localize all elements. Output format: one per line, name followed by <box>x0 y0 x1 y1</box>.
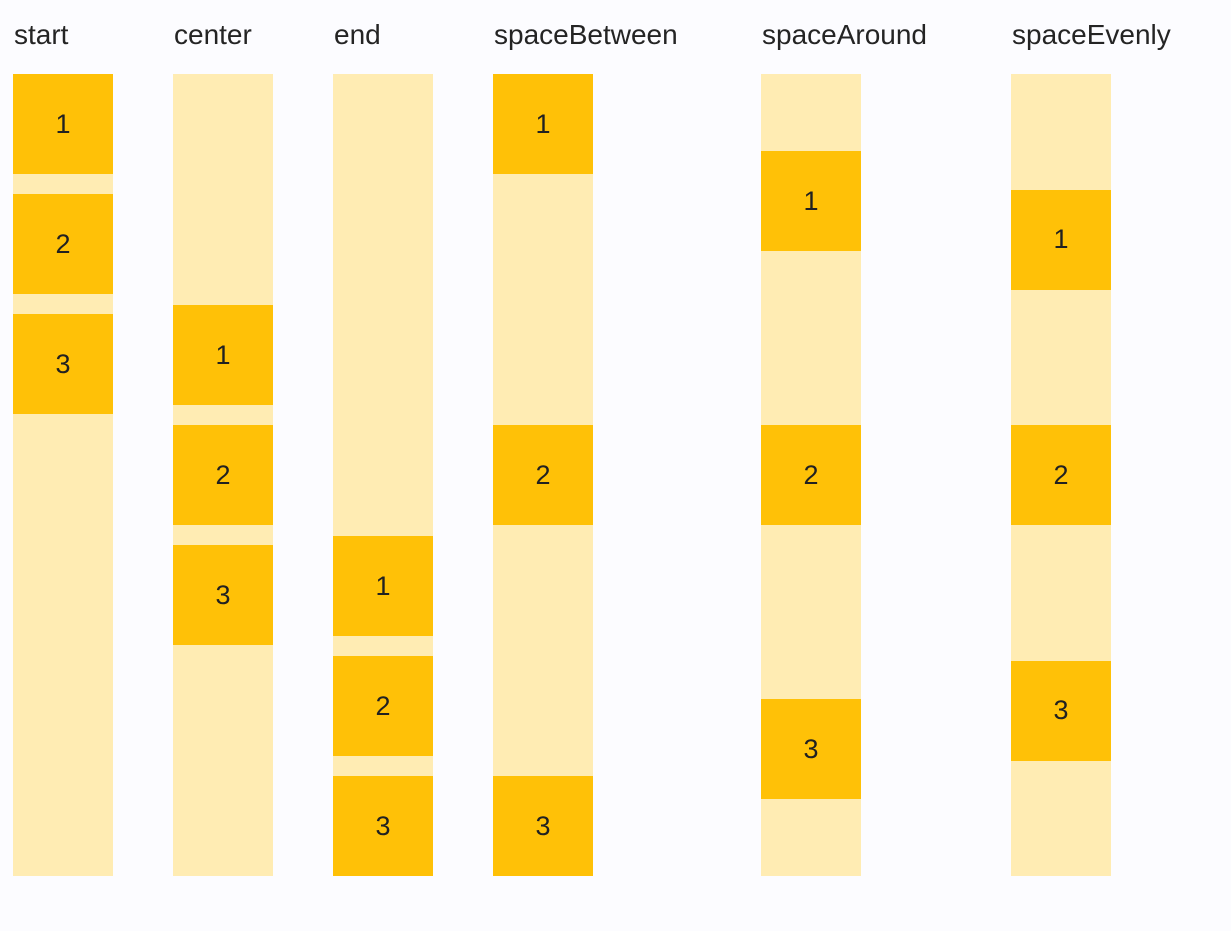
alignment-demo-group: end 1 2 3 <box>333 17 433 876</box>
flex-column-track-end: 1 2 3 <box>333 74 433 876</box>
flex-item: 2 <box>1011 425 1111 525</box>
column-label: end <box>334 19 381 50</box>
flex-item: 3 <box>333 776 433 876</box>
flex-item: 1 <box>493 74 593 174</box>
alignment-demo-group: start 1 2 3 <box>13 17 113 876</box>
column-label: spaceAround <box>762 19 928 50</box>
column-label: center <box>174 19 252 50</box>
alignment-demo-group: spaceAround 1 2 3 <box>761 17 951 876</box>
flex-item: 1 <box>1011 189 1111 290</box>
column-label: start <box>14 19 69 50</box>
flex-column-track-spaceAround: 1 2 3 <box>761 74 861 876</box>
flex-item: 2 <box>761 425 861 525</box>
flex-item: 3 <box>761 699 861 799</box>
flex-item: 3 <box>13 314 113 414</box>
alignment-demo-group: spaceEvenly 1 2 3 <box>1011 17 1185 876</box>
flex-item: 2 <box>333 656 433 756</box>
flex-item: 1 <box>13 74 113 174</box>
flex-column-track-spaceEvenly: 1 2 3 <box>1011 74 1111 876</box>
flex-column-track-center: 1 2 3 <box>173 74 273 876</box>
flex-column-track-start: 1 2 3 <box>13 74 113 876</box>
flex-item: 2 <box>13 194 113 294</box>
flex-item: 2 <box>493 425 593 525</box>
flex-item: 3 <box>493 776 593 876</box>
flex-item: 1 <box>333 536 433 636</box>
alignment-demo-group: spaceBetween 1 2 3 <box>493 17 701 876</box>
flex-item: 2 <box>173 425 273 525</box>
flex-item: 1 <box>173 305 273 405</box>
column-label: spaceEvenly <box>1012 19 1171 50</box>
flex-item: 1 <box>761 151 861 251</box>
flex-item: 3 <box>173 545 273 645</box>
column-label: spaceBetween <box>494 19 678 50</box>
flex-column-track-spaceBetween: 1 2 3 <box>493 74 593 876</box>
flex-item: 3 <box>1011 660 1111 761</box>
alignment-demo-group: center 1 2 3 <box>173 17 273 876</box>
